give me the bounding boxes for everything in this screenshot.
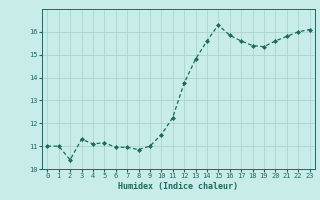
X-axis label: Humidex (Indice chaleur): Humidex (Indice chaleur) — [118, 182, 238, 191]
